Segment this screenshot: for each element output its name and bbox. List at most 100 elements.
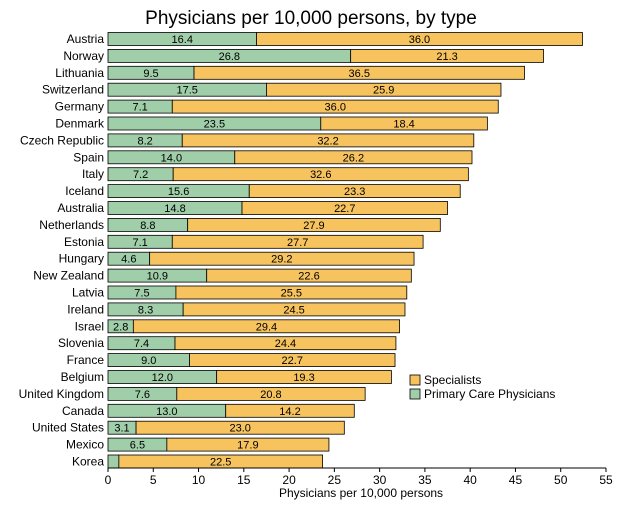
bar-specialists-spain (234, 150, 473, 165)
x-tick-label-35: 35 (418, 473, 432, 487)
x-tick-label-20: 20 (282, 473, 296, 487)
category-label-austria: Austria (67, 32, 105, 46)
category-label-spain: Spain (73, 150, 104, 164)
x-axis: 0 5 10 15 20 25 30 35 40 45 50 55 (105, 467, 613, 487)
data-label-primary-care-physicians-spain: 14.0 (161, 152, 182, 164)
bar-specialists-ireland (182, 302, 406, 317)
category-label-united-states: United States (32, 421, 104, 435)
data-label-primary-care-physicians-ireland: 8.3 (138, 304, 153, 316)
data-label-primary-care-physicians-denmark: 23.5 (204, 119, 225, 131)
category-label-iceland: Iceland (65, 184, 104, 198)
data-label-primary-care-physicians-netherlands: 8.8 (140, 220, 155, 232)
bar-primary-care-physicians-korea (107, 454, 120, 469)
x-tick-label-50: 50 (554, 473, 568, 487)
bar-specialists-netherlands (187, 217, 441, 232)
category-label-canada: Canada (62, 404, 104, 418)
data-label-specialists-slovenia: 24.4 (275, 338, 296, 350)
category-label-norway: Norway (63, 49, 104, 63)
category-label-mexico: Mexico (66, 438, 104, 452)
data-label-specialists-iceland: 23.3 (344, 186, 365, 198)
bar-specialists-czech-republic (181, 133, 475, 148)
data-label-specialists-estonia: 27.7 (287, 237, 308, 249)
x-tick-label-0: 0 (105, 473, 112, 487)
category-label-germany: Germany (55, 100, 104, 114)
category-label-ireland: Ireland (67, 302, 104, 316)
data-label-specialists-new-zealand: 22.6 (298, 271, 319, 283)
bar-specialists-united-kingdom (176, 386, 366, 401)
data-label-primary-care-physicians-belgium: 12.0 (152, 372, 173, 384)
data-label-specialists-australia: 22.7 (334, 203, 355, 215)
legend-label-primary-care-physicians: Primary Care Physicians (424, 387, 555, 401)
data-label-primary-care-physicians-italy: 7.2 (133, 169, 148, 181)
data-label-primary-care-physicians-estonia: 7.1 (132, 237, 147, 249)
data-label-specialists-netherlands: 27.9 (303, 220, 324, 232)
bar-specialists-belgium (216, 370, 392, 384)
data-label-specialists-latvia: 25.5 (281, 288, 302, 300)
x-tick-label-25: 25 (328, 473, 342, 487)
x-tick-label-10: 10 (192, 473, 206, 487)
bar-specialists-france (189, 353, 396, 368)
data-label-primary-care-physicians-norway: 26.8 (219, 51, 240, 63)
data-label-specialists-switzerland: 25.9 (373, 85, 394, 97)
bar-specialists-canada (225, 403, 355, 418)
bar-specialists-united-states (135, 420, 345, 435)
x-tick-label-45: 45 (509, 473, 523, 487)
bar-specialists-denmark (320, 116, 488, 131)
bar-specialists-estonia (171, 234, 424, 249)
category-label-slovenia: Slovenia (58, 336, 104, 350)
category-label-denmark: Denmark (55, 117, 105, 131)
bar-specialists-australia (241, 201, 448, 215)
data-label-primary-care-physicians-latvia: 7.5 (134, 288, 149, 300)
data-label-specialists-denmark: 18.4 (393, 119, 414, 131)
category-label-new-zealand: New Zealand (33, 269, 104, 283)
data-label-primary-care-physicians-new-zealand: 10.9 (147, 271, 168, 283)
data-label-primary-care-physicians-united-states: 3.1 (114, 423, 129, 435)
x-tick-label-55: 55 (599, 473, 613, 487)
data-label-specialists-austria: 36.0 (409, 34, 430, 46)
bar-specialists-iceland (248, 184, 461, 199)
data-label-primary-care-physicians-australia: 14.8 (164, 203, 185, 215)
data-label-primary-care-physicians-hungary: 4.6 (121, 254, 136, 266)
bar-specialists-mexico (166, 437, 330, 452)
data-label-specialists-norway: 21.3 (436, 51, 457, 63)
category-label-korea: Korea (72, 455, 104, 469)
bar-specialists-new-zealand (206, 268, 412, 283)
data-label-specialists-hungary: 29.2 (271, 254, 292, 266)
category-label-israel: Israel (75, 319, 104, 333)
bar-specialists-slovenia (174, 336, 397, 351)
data-label-specialists-united-states: 23.0 (229, 423, 250, 435)
bars-group (107, 32, 583, 469)
bar-specialists-hungary (149, 251, 415, 266)
bar-specialists-italy (172, 167, 469, 182)
x-tick-label-40: 40 (464, 473, 478, 487)
category-label-italy: Italy (82, 167, 104, 181)
x-axis-label: Physicians per 10,000 persons (279, 486, 443, 500)
data-label-primary-care-physicians-switzerland: 17.5 (177, 85, 198, 97)
legend-label-specialists: Specialists (424, 373, 481, 387)
legend-swatch-primary-care-physicians (409, 388, 421, 400)
data-label-primary-care-physicians-iceland: 15.6 (168, 186, 189, 198)
bar-specialists-austria (256, 32, 583, 46)
category-label-united-kingdom: United Kingdom (19, 387, 104, 401)
data-label-specialists-france: 22.7 (282, 355, 303, 367)
category-label-france: France (67, 353, 105, 367)
x-tick-label-30: 30 (373, 473, 387, 487)
data-label-primary-care-physicians-slovenia: 7.4 (134, 338, 149, 350)
x-tick-label-15: 15 (237, 473, 251, 487)
data-label-specialists-czech-republic: 32.2 (317, 135, 338, 147)
bar-specialists-lithuania (193, 65, 525, 80)
chart-title: Physicians per 10,000 persons, by type (145, 8, 477, 29)
category-label-hungary: Hungary (59, 252, 104, 266)
data-label-specialists-korea: 22.5 (210, 457, 231, 469)
bar-specialists-norway (350, 49, 544, 63)
category-label-lithuania: Lithuania (55, 66, 104, 80)
category-label-switzerland: Switzerland (42, 83, 104, 97)
data-labels: 16.4 36.0 26.8 21.3 9.5 36.5 17.5 25.9 7.1 36.0 23… (113, 34, 458, 469)
data-label-primary-care-physicians-france: 9.0 (141, 355, 156, 367)
x-tick-label-5: 5 (150, 473, 157, 487)
category-label-latvia: Latvia (72, 286, 104, 300)
category-label-estonia: Estonia (64, 235, 104, 249)
legend-swatch-specialists (409, 374, 421, 386)
